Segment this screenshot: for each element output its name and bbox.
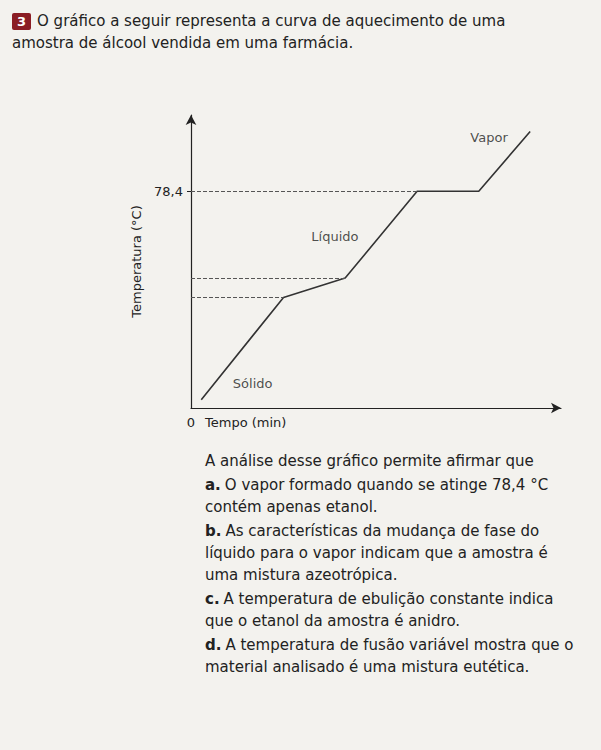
- svg-text:Vapor: Vapor: [470, 130, 508, 145]
- svg-text:Tempo (min): Tempo (min): [204, 415, 286, 430]
- svg-text:Sólido: Sólido: [233, 376, 273, 391]
- svg-text:78,4: 78,4: [154, 184, 183, 199]
- html-text:b. As características da mudan: b. As características da mudança de fase…: [205, 522, 548, 584]
- svg-text:Temperatura (°C): Temperatura (°C): [129, 205, 144, 318]
- html-text:3: 3: [17, 14, 26, 29]
- html-text:O gráfico a seguir representa: O gráfico a seguir representa a curva de…: [12, 12, 506, 52]
- svg-text:Líquido: Líquido: [311, 229, 358, 244]
- html-text:a. O vapor formado quando se a: a. O vapor formado quando se atinge 78,4…: [205, 476, 549, 516]
- html-text:c. A temperatura de ebulição c: c. A temperatura de ebulição constante i…: [205, 590, 554, 630]
- svg-text:0: 0: [187, 415, 195, 430]
- html-text:A análise desse gráfico permit: A análise desse gráfico permite afirmar …: [205, 452, 534, 470]
- html-text:d. A temperatura de fusão vari: d. A temperatura de fusão variável mostr…: [205, 636, 574, 676]
